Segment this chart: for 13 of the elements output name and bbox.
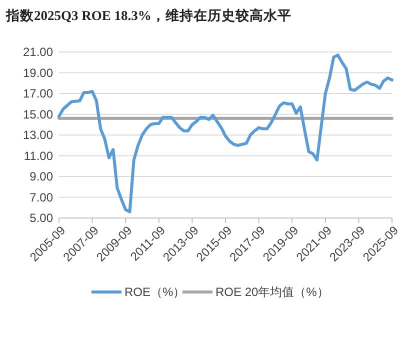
legend-label: ROE 20年均值（%） bbox=[216, 285, 329, 300]
y-tick-label: 21.00 bbox=[22, 45, 54, 60]
y-tick-label: 17.00 bbox=[22, 86, 54, 101]
y-tick-label: 7.00 bbox=[30, 190, 54, 204]
legend-label: ROE（%） bbox=[124, 285, 186, 300]
y-tick-label: 5.00 bbox=[30, 211, 54, 226]
y-tick-label: 11.00 bbox=[24, 148, 54, 163]
y-tick-label: 19.00 bbox=[22, 66, 54, 80]
chart-title: 指数2025Q3 ROE 18.3%，维持在历史较高水平 bbox=[5, 7, 292, 23]
line-series bbox=[58, 54, 394, 214]
y-tick-label: 15.00 bbox=[22, 107, 54, 122]
y-tick-label: 9.00 bbox=[30, 170, 54, 184]
y-tick-label: 13.00 bbox=[22, 128, 54, 142]
